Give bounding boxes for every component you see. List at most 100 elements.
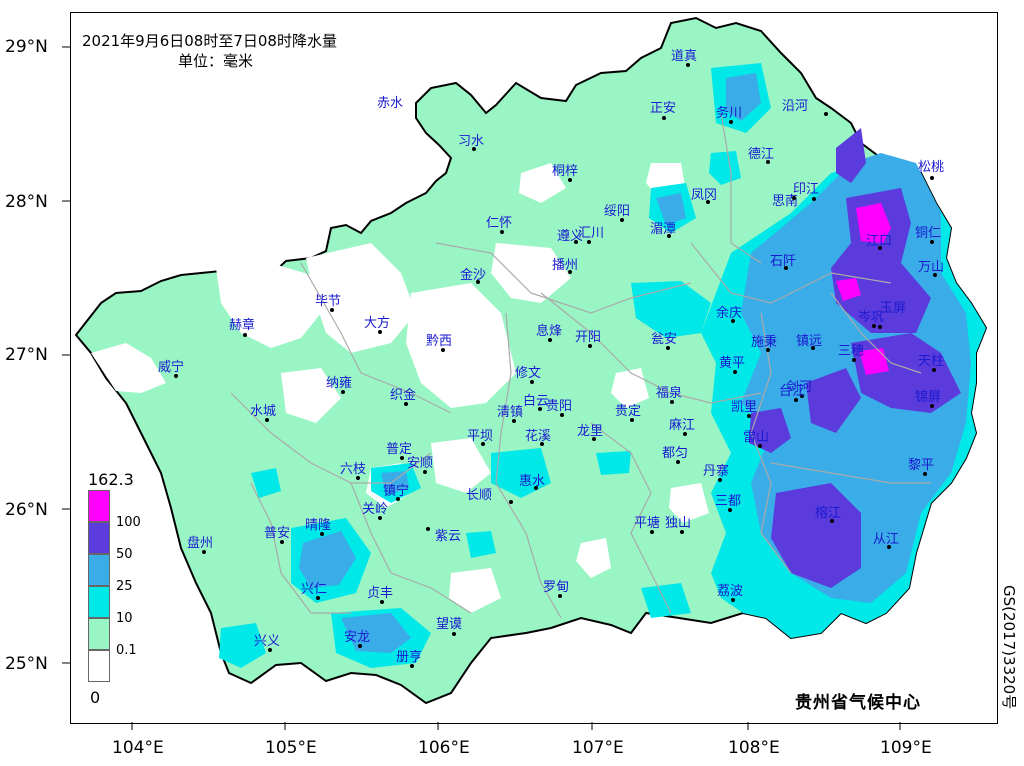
city-dot — [620, 218, 624, 222]
city-dot — [540, 442, 544, 446]
city-dot — [824, 112, 828, 116]
legend-label-50: 50 — [116, 547, 133, 562]
city-dot — [933, 273, 937, 277]
city-dot — [592, 437, 596, 441]
city-dot — [932, 368, 936, 372]
city-dot — [500, 230, 504, 234]
city-label: 绥阳 — [604, 204, 631, 219]
lon-tick-105: 105°E — [265, 738, 317, 758]
legend-swatch-10 — [88, 586, 110, 618]
city-label: 水城 — [250, 404, 277, 419]
city-label: 赫章 — [229, 318, 256, 333]
city-dot — [729, 120, 733, 124]
city-label: 铜仁 — [915, 226, 942, 241]
city-dot — [574, 240, 578, 244]
city-dot — [476, 280, 480, 284]
city-label: 正安 — [650, 101, 677, 116]
city-dot — [396, 497, 400, 501]
city-dot — [243, 333, 247, 337]
city-dot — [830, 519, 834, 523]
map-title: 2021年9月6日08时至7日08时降水量 — [82, 32, 337, 50]
legend-min: 0 — [90, 688, 101, 707]
city-label: 罗甸 — [543, 580, 570, 595]
city-label: 兴仁 — [301, 582, 328, 597]
city-dot — [512, 419, 516, 423]
city-dot — [784, 266, 788, 270]
city-dot — [174, 374, 178, 378]
city-label: 花溪 — [525, 429, 552, 444]
city-dot — [265, 418, 269, 422]
city-label: 松桃 — [918, 160, 945, 175]
city-label: 石阡 — [770, 254, 797, 269]
city-label: 汇川 — [578, 226, 605, 241]
lon-tick-104: 104°E — [112, 738, 164, 758]
map-frame — [70, 12, 998, 724]
city-label: 雷山 — [743, 430, 770, 445]
city-label: 天柱 — [918, 354, 945, 369]
city-label: 播州 — [552, 258, 579, 273]
legend-swatch-0 — [88, 650, 110, 682]
city-dot — [404, 402, 408, 406]
legend-swatch-0.1 — [88, 618, 110, 650]
city-dot — [766, 160, 770, 164]
city-dot — [538, 407, 542, 411]
city-label: 三都 — [715, 494, 742, 509]
city-label: 贵定 — [615, 404, 642, 419]
lon-tick-109: 109°E — [880, 738, 932, 758]
city-label: 瓮安 — [651, 332, 678, 347]
lon-tick-107: 107°E — [572, 738, 624, 758]
city-label: 纳雍 — [326, 376, 353, 391]
city-label: 沿河 — [782, 99, 809, 114]
city-label: 六枝 — [340, 462, 367, 477]
city-label: 思南 — [772, 194, 799, 209]
city-label: 黎平 — [908, 458, 935, 473]
city-dot — [358, 644, 362, 648]
city-label: 镇远 — [796, 334, 823, 349]
lat-tick-28: 28°N — [5, 192, 48, 212]
city-dot — [872, 324, 876, 328]
precipitation-map — [74, 16, 988, 705]
city-dot — [733, 370, 737, 374]
city-label: 册亨 — [396, 650, 423, 665]
city-dot — [268, 648, 272, 652]
city-label: 织金 — [390, 388, 417, 403]
city-dot — [930, 176, 934, 180]
city-dot — [330, 308, 334, 312]
city-label: 惠水 — [519, 474, 546, 489]
legend-swatch-25 — [88, 554, 110, 586]
city-dot — [452, 632, 456, 636]
lat-tick-27: 27°N — [5, 345, 48, 365]
city-dot — [530, 380, 534, 384]
city-label: 贞丰 — [367, 586, 394, 601]
city-dot — [923, 472, 927, 476]
city-label: 关岭 — [362, 502, 389, 517]
city-dot — [666, 346, 670, 350]
lon-tick-108: 108°E — [728, 738, 780, 758]
city-dot — [670, 400, 674, 404]
city-dot — [680, 530, 684, 534]
city-dot — [202, 550, 206, 554]
city-dot — [731, 319, 735, 323]
city-dot — [683, 432, 687, 436]
city-dot — [378, 516, 382, 520]
city-dot — [878, 325, 882, 329]
map-approval-code: GS(2017)3320号 — [1000, 585, 1018, 710]
city-label: 晴隆 — [305, 518, 332, 533]
city-label: 修文 — [515, 366, 542, 381]
city-label: 大方 — [364, 316, 391, 331]
city-label: 江口 — [866, 234, 893, 249]
legend-max: 162.3 — [88, 470, 134, 489]
county-boundaries — [230, 112, 931, 619]
city-label: 施秉 — [751, 335, 778, 350]
city-dot — [667, 234, 671, 238]
city-dot — [792, 196, 796, 200]
city-label: 黄平 — [719, 356, 746, 371]
city-dot — [728, 508, 732, 512]
city-dot — [400, 456, 404, 460]
city-dot — [676, 460, 680, 464]
city-label: 金沙 — [460, 268, 487, 283]
city-dot — [930, 240, 934, 244]
city-label: 兴义 — [254, 634, 281, 649]
city-label: 盘州 — [187, 536, 214, 551]
